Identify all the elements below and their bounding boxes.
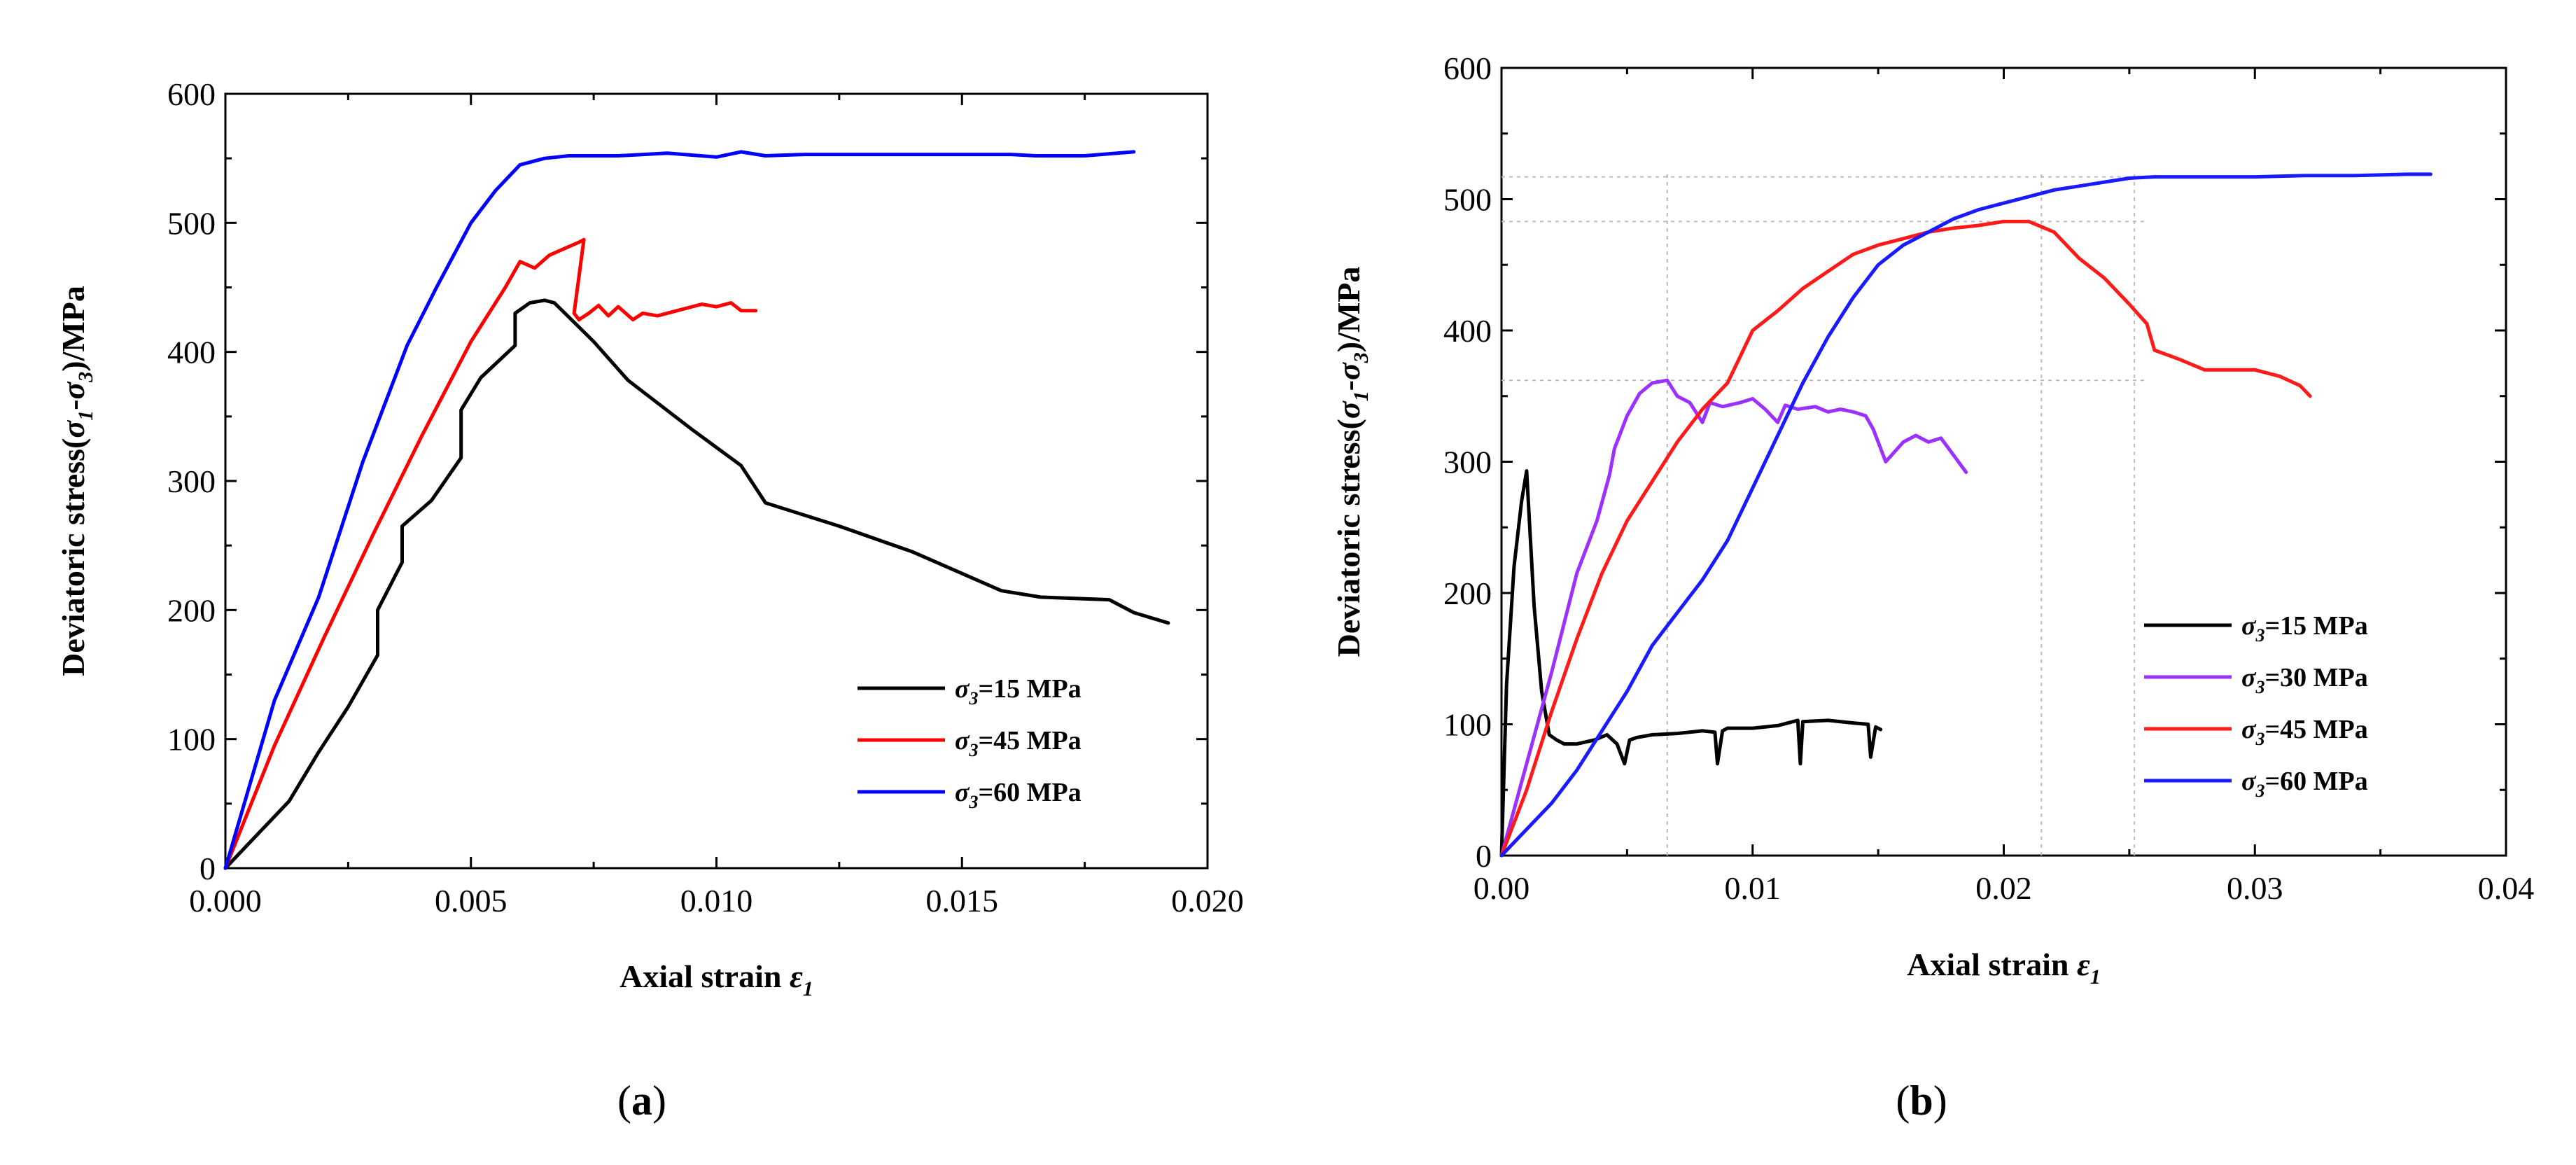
x-tick-label: 0.000: [189, 883, 262, 919]
y-tick-label: 200: [167, 592, 216, 628]
legend-label: σ3=60 MPa: [955, 778, 1082, 812]
series-line: [223, 237, 758, 870]
y-tick-label: 400: [167, 335, 216, 370]
legend-label: σ3=15 MPa: [955, 674, 1082, 709]
panel-b-chart: 0.00 0.01 0.02 0.03 0.04 0 100 200 300 400 500 600 σ…: [1331, 50, 2534, 1124]
y-tick-label: 500: [167, 205, 216, 241]
x-tick-label: 0.01: [1725, 870, 1782, 906]
series-line: [1499, 172, 2432, 858]
y-tick-label: 400: [1443, 313, 1492, 349]
x-tick-label: 0.020: [1171, 883, 1244, 919]
legend-label: σ3=30 MPa: [2241, 663, 2368, 697]
legend-label: σ3=45 MPa: [2241, 715, 2368, 749]
y-tick-label: 600: [167, 76, 216, 112]
x-tick-label: 0.02: [1975, 870, 2032, 906]
y-tick-label: 300: [1443, 445, 1492, 480]
x-tick-label: 0.04: [2478, 870, 2535, 906]
y-tick-label: 200: [1443, 575, 1492, 611]
series-line: [1499, 469, 1883, 858]
y-tick-label: 300: [167, 463, 216, 499]
panel-label: (a): [617, 1077, 666, 1124]
series-line: [223, 298, 1170, 870]
x-axis-title: Axial strain ε1: [1907, 947, 2101, 989]
y-tick-label: 0: [1476, 838, 1492, 874]
series-line: [1499, 378, 1968, 858]
y-tick-label: 0: [200, 851, 216, 886]
y-axis-title: Deviatoric stress(σ1-σ3)/MPa: [55, 286, 97, 676]
x-axis-title: Axial strain ε1: [620, 958, 813, 1000]
y-tick-label: 100: [1443, 707, 1492, 743]
panel-label: (b): [1896, 1077, 1947, 1124]
y-axis-title: Deviatoric stress(σ1-σ3)/MPa: [1331, 267, 1373, 657]
y-tick-label: 500: [1443, 182, 1492, 218]
legend-label: σ3=60 MPa: [2241, 767, 2368, 801]
y-tick-label: 600: [1443, 50, 1492, 86]
legend-label: σ3=45 MPa: [955, 726, 1082, 760]
x-tick-label: 0.005: [435, 883, 507, 919]
series-line: [223, 150, 1136, 870]
x-tick-label: 0.03: [2227, 870, 2283, 906]
y-tick-label: 100: [167, 722, 216, 758]
x-tick-label: 0.015: [926, 883, 999, 919]
x-tick-label: 0.010: [680, 883, 753, 919]
x-tick-label: 0.00: [1474, 870, 1530, 906]
legend-label: σ3=15 MPa: [2241, 611, 2368, 646]
panel-a-chart: 0.000 0.005 0.010 0.015 0.020 0 100 200 300 400 50…: [55, 76, 1244, 1124]
